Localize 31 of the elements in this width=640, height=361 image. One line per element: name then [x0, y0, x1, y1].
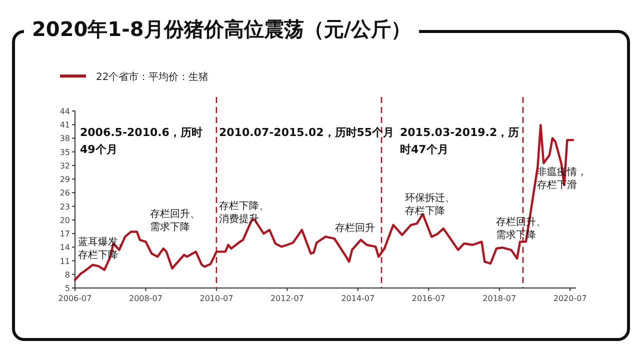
y-tick-label: 38 — [60, 134, 70, 144]
annotation: 存栏回升、需求下降 — [150, 208, 201, 234]
x-tick-label: 2020-07 — [553, 294, 587, 303]
y-tick-label: 20 — [60, 216, 70, 225]
x-tick-label: 2008-07 — [129, 294, 162, 303]
x-tick-label: 2016-07 — [412, 294, 446, 303]
x-tick-label: 2014-07 — [341, 294, 375, 303]
y-tick-label: 8 — [64, 270, 70, 280]
y-tick-label: 32 — [60, 161, 70, 170]
y-tick-label: 23 — [60, 202, 70, 212]
y-tick-label: 11 — [60, 256, 70, 266]
y-tick-label: 29 — [60, 175, 70, 184]
y-tick-label: 44 — [60, 107, 70, 116]
x-tick-label: 2006-07 — [58, 294, 92, 303]
annotation: 2010.07-2015.02，历时55个月 — [219, 126, 394, 139]
y-tick-label: 41 — [60, 120, 70, 130]
annotation: 2006.5-2010.6，历时49个月 — [80, 125, 204, 158]
x-tick-label: 2012-07 — [270, 294, 304, 303]
x-tick-label: 2018-07 — [482, 294, 516, 303]
y-tick-label: 17 — [60, 230, 70, 239]
y-tick-label: 26 — [60, 188, 70, 198]
legend: 22个省市：平均价：生猪 — [60, 72, 209, 83]
annotation: 2015.03-2019.2，历时47个月 — [400, 125, 520, 158]
chart-title: 2020年1-8月份猪价高位震荡（元/公斤） — [24, 16, 420, 43]
y-tick-label: 14 — [60, 243, 70, 252]
annotation: 环保拆迁、存栏下降 — [405, 192, 456, 218]
y-tick-label: 35 — [60, 148, 70, 157]
annotation: 存栏回升 — [335, 222, 376, 235]
x-tick-label: 2010-07 — [200, 294, 234, 303]
legend-label: 22个省市：平均价：生猪 — [96, 71, 209, 83]
y-tick-label: 5 — [64, 284, 70, 293]
